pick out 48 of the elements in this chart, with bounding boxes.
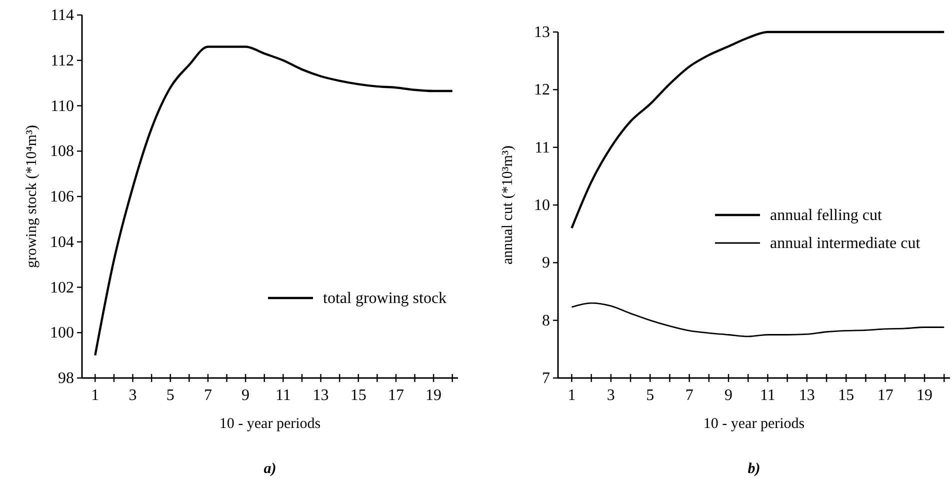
x-tick-label: 17 <box>388 387 404 404</box>
x-tick-label: 3 <box>606 387 615 404</box>
line-series <box>571 302 945 338</box>
y-tick-label: 106 <box>50 188 74 206</box>
x-axis-title: 10 - year periods <box>219 416 321 432</box>
x-tick-label: 1 <box>91 387 100 404</box>
y-tick-label: 9 <box>542 254 550 272</box>
line-series <box>570 30 946 230</box>
x-tick-label: 15 <box>838 387 854 404</box>
x-tick-label: 5 <box>166 387 174 404</box>
y-tick-label: 108 <box>50 143 74 160</box>
x-tick-label: 17 <box>877 387 894 404</box>
x-tick-label: 19 <box>916 387 933 404</box>
x-tick-label: 13 <box>798 387 815 404</box>
y-tick-label: 104 <box>50 234 74 251</box>
x-tick-label: 9 <box>242 387 250 404</box>
x-tick-label: 19 <box>426 387 442 404</box>
x-tick-label: 7 <box>685 387 694 404</box>
y-tick-label: 114 <box>50 7 74 24</box>
y-tick-label: 13 <box>534 24 550 41</box>
x-tick-label: 7 <box>204 387 212 404</box>
x-tick-label: 5 <box>646 387 654 404</box>
x-tick-label: 9 <box>724 387 733 404</box>
y-axis-title: growing stock (*10⁴m³) <box>24 124 40 268</box>
x-tick-label: 13 <box>312 387 329 404</box>
text: a) <box>264 461 276 477</box>
y-tick-label: 12 <box>534 82 550 99</box>
y-tick-label: 11 <box>534 139 550 156</box>
y-tick-label: 102 <box>50 279 74 296</box>
x-tick-label: 3 <box>128 387 137 404</box>
y-axis-title: annual cut (*10³m³) <box>500 146 516 264</box>
y-tick-label: 100 <box>50 324 74 342</box>
x-tick-label: 15 <box>350 387 366 404</box>
text: b) <box>748 461 760 477</box>
y-tick-label: 110 <box>50 98 74 115</box>
y-tick-label: 112 <box>50 52 74 70</box>
y-tick-label: 98 <box>58 370 74 387</box>
legend-label: annual intermediate cut <box>770 235 921 252</box>
legend-label: annual felling cut <box>770 207 883 224</box>
line-series <box>94 46 454 356</box>
x-tick-label: 11 <box>760 387 776 404</box>
x-tick-label: 11 <box>275 387 291 404</box>
y-tick-label: 10 <box>534 197 550 214</box>
x-tick-label: 1 <box>568 387 576 404</box>
y-tick-label: 8 <box>542 312 550 330</box>
x-axis-title: 10 - year periods <box>703 416 805 432</box>
legend-label: total growing stock <box>323 290 447 307</box>
y-tick-label: 7 <box>542 370 550 387</box>
